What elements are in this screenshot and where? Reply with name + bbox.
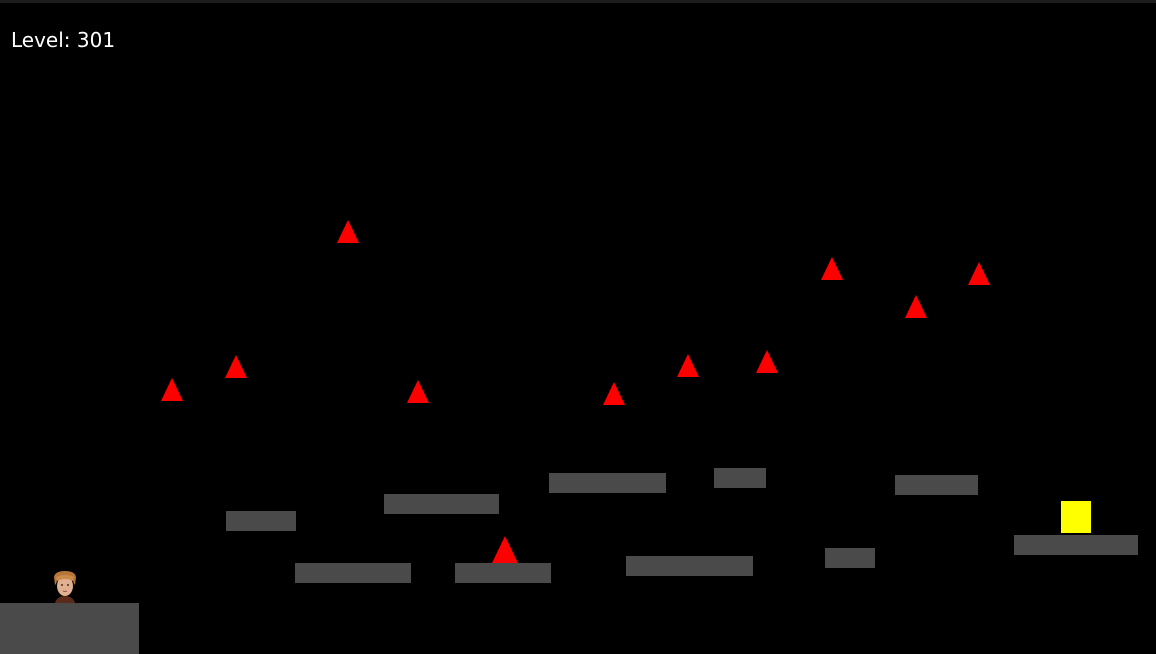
player-character bbox=[54, 571, 76, 603]
spike-hazard bbox=[905, 295, 927, 318]
spike-hazard bbox=[677, 354, 699, 377]
platform bbox=[455, 563, 551, 583]
platform bbox=[295, 563, 411, 583]
spike-hazard bbox=[225, 355, 247, 378]
spike-hazard bbox=[337, 220, 359, 243]
window-top-border bbox=[0, 0, 1156, 3]
platform bbox=[549, 473, 666, 493]
spike-hazard bbox=[407, 380, 429, 403]
platform bbox=[1014, 535, 1138, 555]
spike-hazard bbox=[756, 350, 778, 373]
platform bbox=[714, 468, 766, 488]
platform bbox=[626, 556, 753, 576]
platform bbox=[384, 494, 499, 514]
ground-platform bbox=[0, 603, 139, 654]
platform bbox=[895, 475, 978, 495]
spike-hazard bbox=[968, 262, 990, 285]
spike-hazard bbox=[821, 257, 843, 280]
goal-block bbox=[1061, 501, 1091, 533]
spike-hazard bbox=[603, 382, 625, 405]
platform bbox=[825, 548, 875, 568]
spike-hazard bbox=[161, 378, 183, 401]
platform bbox=[226, 511, 296, 531]
spike-hazard bbox=[492, 536, 518, 563]
level-indicator: Level: 301 bbox=[11, 28, 116, 52]
